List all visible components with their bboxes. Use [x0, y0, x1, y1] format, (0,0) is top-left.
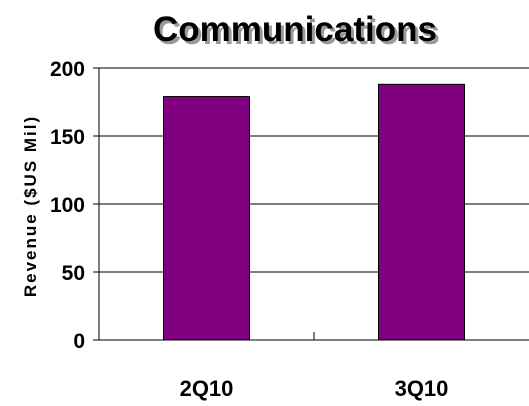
y-tick-label: 200	[50, 58, 85, 81]
chart-title: Communications	[153, 10, 437, 49]
chart-title-shadow: Communications	[156, 13, 440, 52]
y-tick-label: 50	[62, 262, 85, 285]
x-category-label: 2Q10	[180, 376, 234, 401]
y-axis-label: Revenue ($US Mil)	[21, 115, 40, 297]
y-tick-labels: 0 50 100 150 200	[50, 58, 85, 353]
y-tick-label: 100	[50, 194, 85, 217]
x-category-label: 3Q10	[395, 376, 449, 401]
x-category-labels: 2Q10 3Q10	[180, 376, 449, 401]
bars	[163, 83, 465, 341]
y-tick-label: 150	[50, 126, 85, 149]
bar	[163, 96, 250, 341]
y-tick-label: 0	[73, 330, 85, 353]
axes	[93, 67, 529, 341]
bar	[378, 83, 465, 341]
